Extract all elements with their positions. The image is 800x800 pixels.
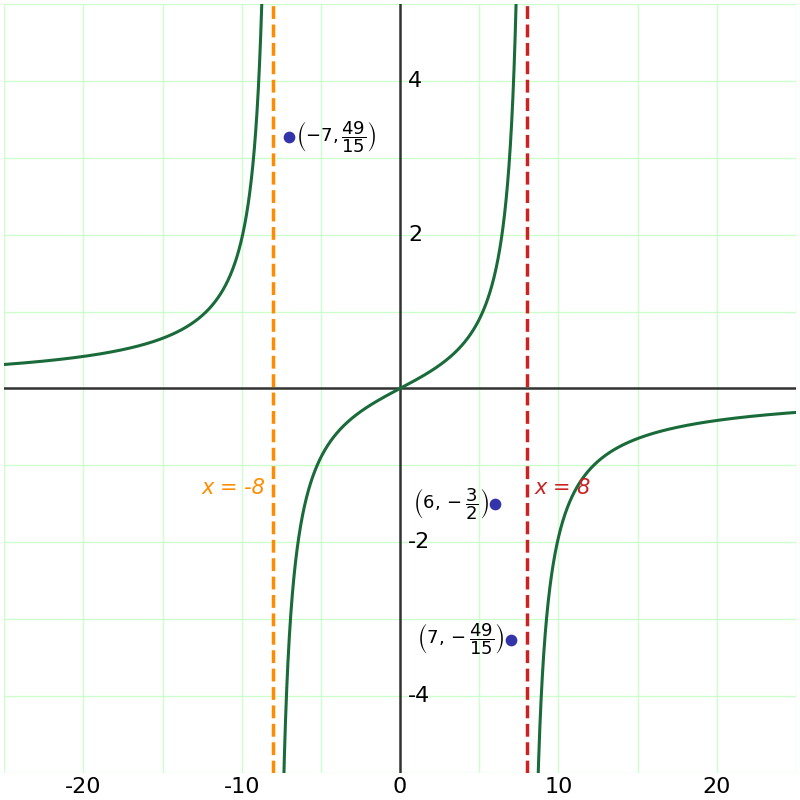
Text: -10: -10 (223, 777, 260, 797)
Text: x = -8: x = -8 (202, 478, 266, 498)
Point (505, 633, 518, 646)
Text: x = 8: x = 8 (534, 478, 591, 498)
Text: 4: 4 (408, 71, 422, 91)
Text: $\left(7,-\dfrac{49}{15}\right)$: $\left(7,-\dfrac{49}{15}\right)$ (417, 622, 505, 658)
Text: $\left(-7,\dfrac{49}{15}\right)$: $\left(-7,\dfrac{49}{15}\right)$ (295, 119, 376, 155)
Point (489, 498, 502, 510)
Text: -4: -4 (408, 686, 430, 706)
Text: 10: 10 (544, 777, 573, 797)
Text: $\left(6,-\dfrac{3}{2}\right)$: $\left(6,-\dfrac{3}{2}\right)$ (413, 486, 489, 522)
Text: -2: -2 (408, 532, 430, 552)
Text: 20: 20 (702, 777, 731, 797)
Point (282, 131, 295, 144)
Text: -20: -20 (65, 777, 102, 797)
Text: 0: 0 (393, 777, 407, 797)
Text: 2: 2 (408, 225, 422, 245)
